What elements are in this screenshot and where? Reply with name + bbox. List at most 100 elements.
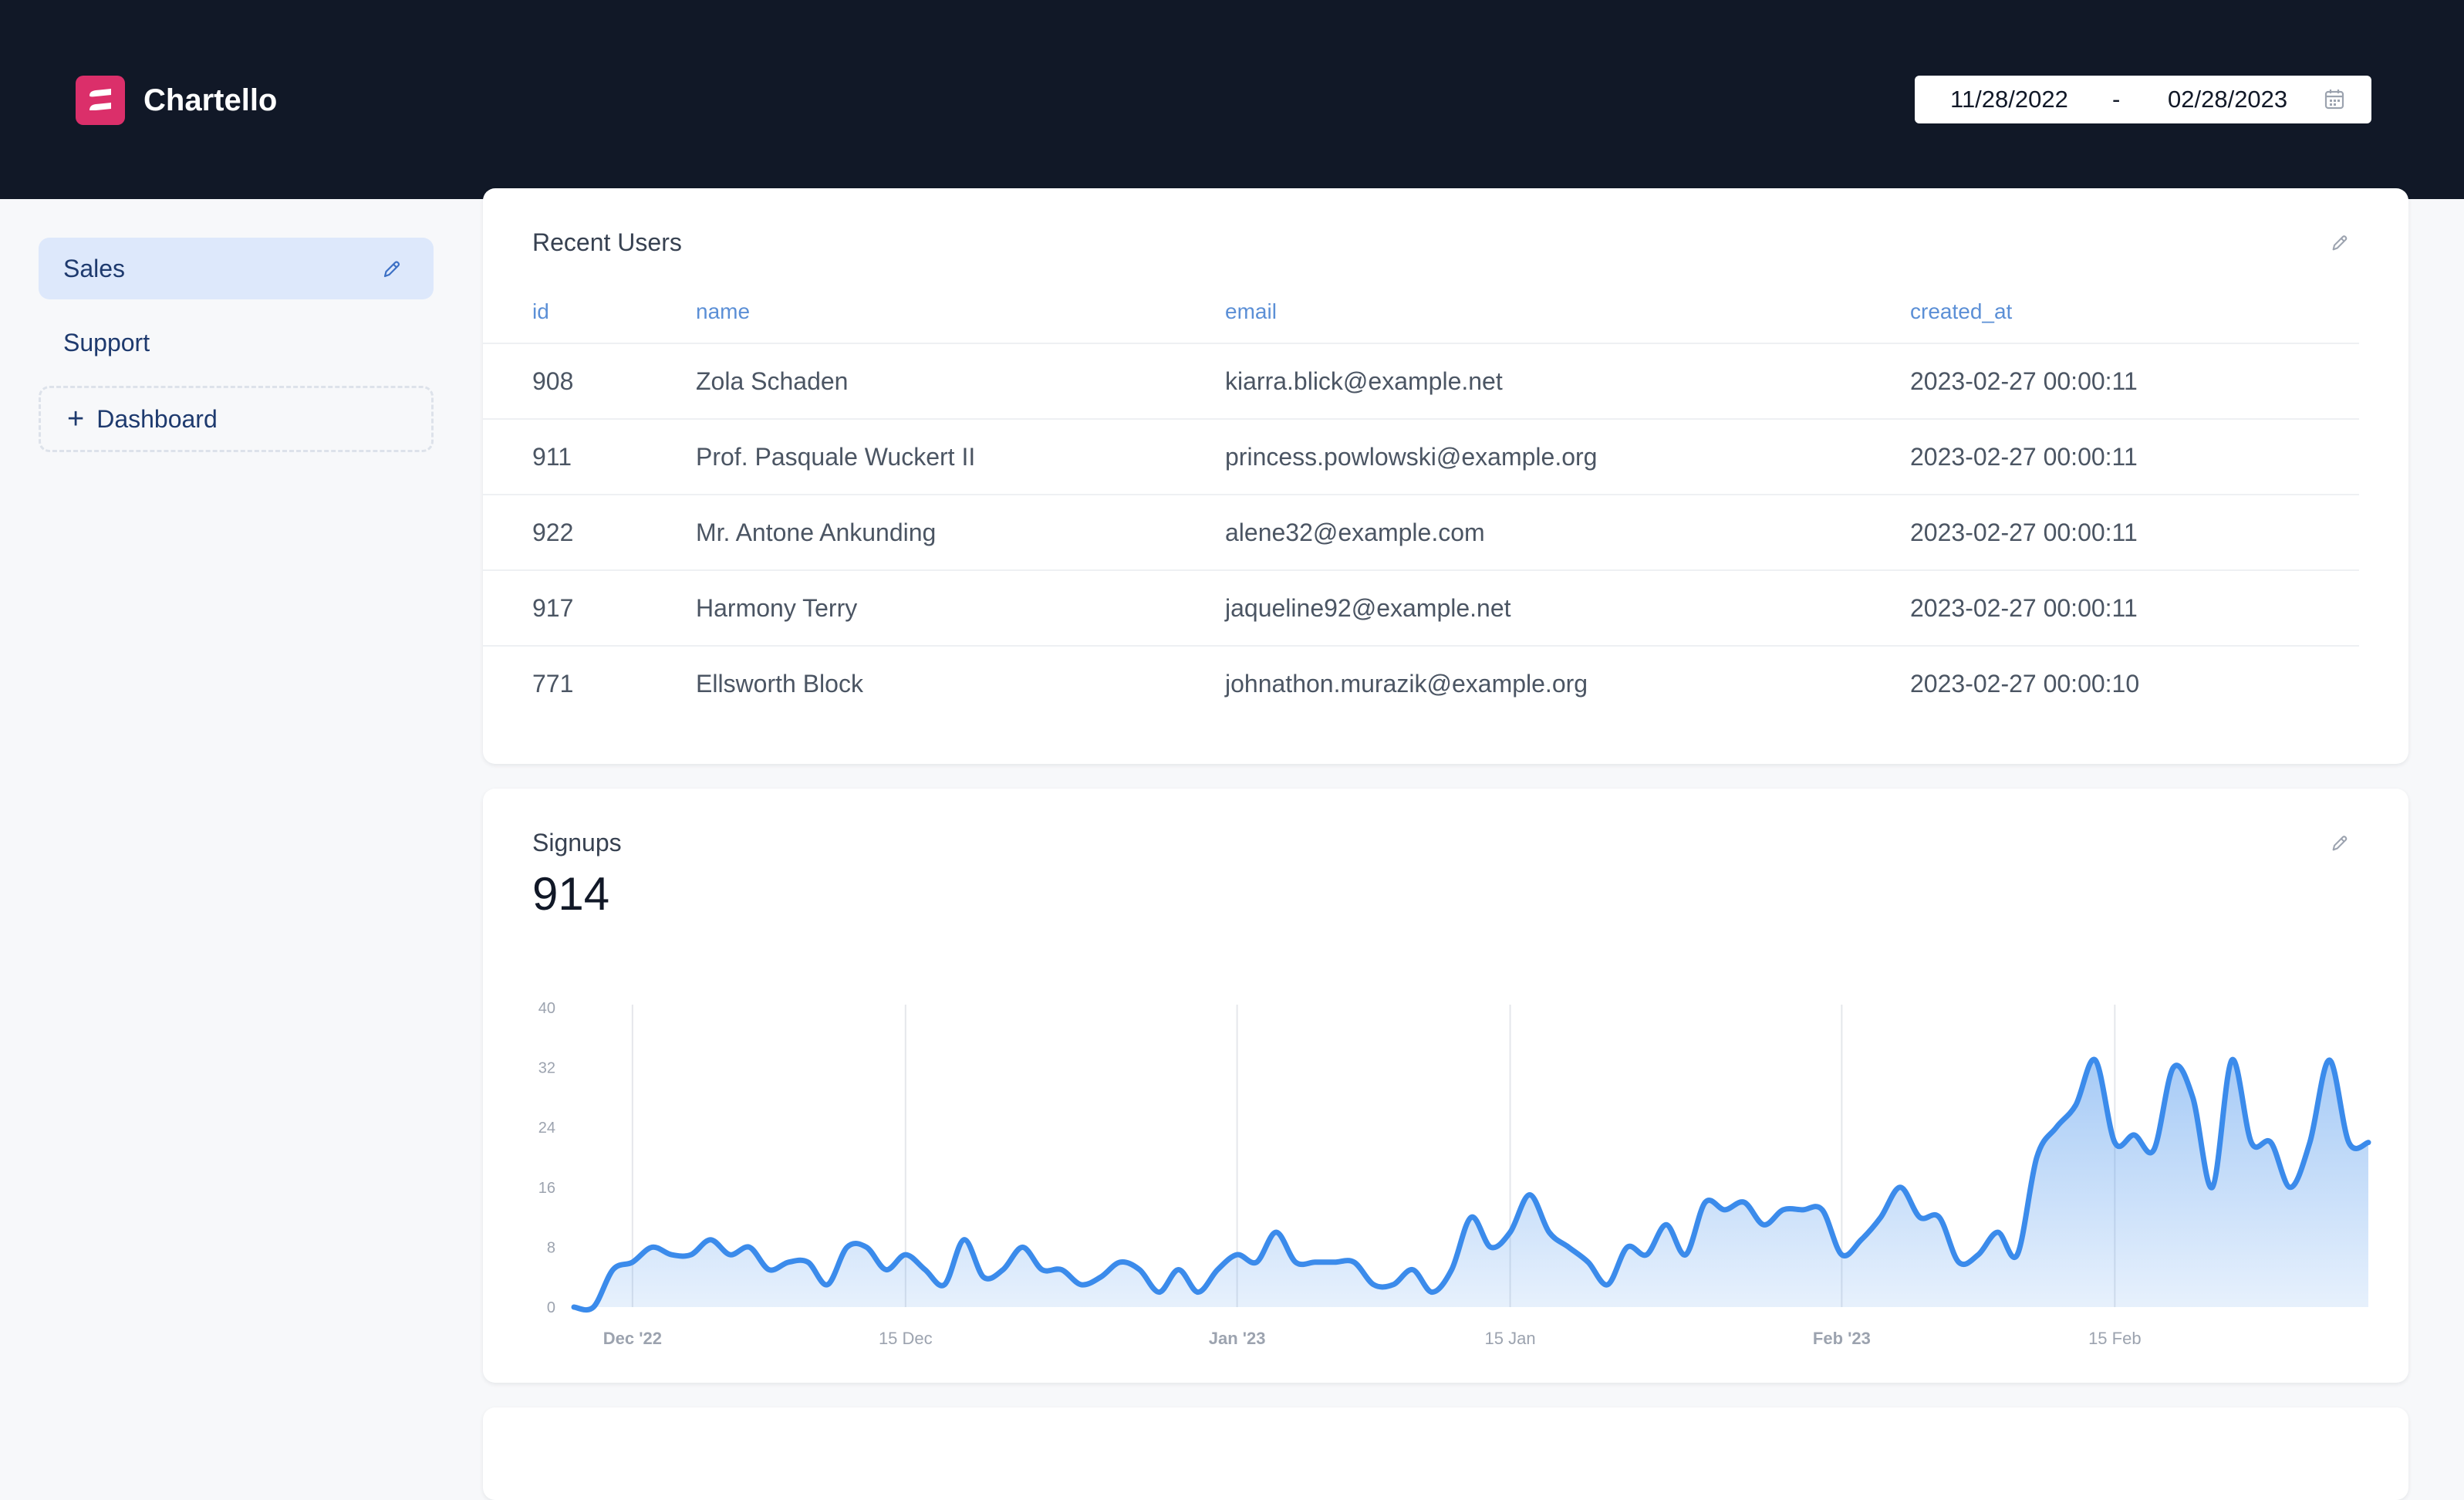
signups-data-point[interactable] [1854, 1232, 1869, 1248]
signups-data-point[interactable] [1035, 1262, 1050, 1278]
signups-data-point[interactable] [917, 1262, 933, 1278]
signups-data-point[interactable] [898, 1247, 913, 1262]
table-row[interactable]: 771 Ellsworth Block johnathon.murazik@ex… [483, 646, 2359, 721]
signups-data-point[interactable] [566, 1299, 582, 1315]
signups-data-point[interactable] [2185, 1090, 2200, 1105]
signups-data-point[interactable] [1912, 1210, 1928, 1225]
signups-data-point[interactable] [1054, 1262, 1069, 1278]
signups-data-point[interactable] [1015, 1239, 1031, 1255]
signups-data-point[interactable] [1776, 1202, 1791, 1218]
signups-data-point[interactable] [957, 1232, 972, 1248]
table-row[interactable]: 908 Zola Schaden kiarra.blick@example.ne… [483, 343, 2359, 420]
signups-data-point[interactable] [644, 1239, 660, 1255]
signups-data-point[interactable] [2088, 1052, 2103, 1068]
table-row[interactable]: 917 Harmony Terry jaqueline92@example.ne… [483, 570, 2359, 647]
signups-data-point[interactable] [1678, 1247, 1693, 1262]
signups-data-point[interactable] [1756, 1217, 1771, 1232]
column-header-id[interactable]: id [483, 281, 696, 344]
table-row[interactable]: 911 Prof. Pasquale Wuckert II princess.p… [483, 419, 2359, 495]
signups-data-point[interactable] [2029, 1150, 2044, 1165]
signups-data-point[interactable] [1892, 1180, 1908, 1195]
signups-data-point[interactable] [2048, 1120, 2064, 1135]
signups-data-point[interactable] [2361, 1135, 2376, 1150]
signups-data-point[interactable] [1093, 1269, 1109, 1285]
date-range-picker[interactable]: 11/28/2022 - 02/28/2023 [1915, 76, 2371, 123]
signups-data-point[interactable] [1619, 1239, 1635, 1255]
signups-data-point[interactable] [1697, 1194, 1713, 1210]
signups-data-point[interactable] [1737, 1194, 1752, 1210]
signups-data-point[interactable] [1405, 1262, 1420, 1278]
pencil-icon[interactable] [2330, 233, 2350, 257]
signups-data-point[interactable] [1541, 1225, 1557, 1240]
signups-data-point[interactable] [1268, 1225, 1284, 1240]
column-header-email[interactable]: email [1225, 281, 1910, 344]
calendar-icon[interactable] [2324, 88, 2345, 117]
signups-data-point[interactable] [625, 1255, 640, 1270]
add-dashboard-button[interactable]: + Dashboard [39, 386, 434, 452]
pencil-icon[interactable] [2330, 833, 2350, 857]
signups-data-point[interactable] [2010, 1247, 2025, 1262]
signups-data-point[interactable] [2302, 1135, 2317, 1150]
brand[interactable]: Chartello [76, 76, 277, 125]
signups-data-point[interactable] [1522, 1188, 1537, 1203]
signups-data-point[interactable] [1503, 1225, 1518, 1240]
signups-data-point[interactable] [1366, 1277, 1382, 1292]
signups-data-point[interactable] [1171, 1262, 1186, 1278]
signups-data-point[interactable] [1424, 1285, 1440, 1300]
signups-data-point[interactable] [1346, 1255, 1362, 1270]
signups-data-point[interactable] [2146, 1142, 2162, 1157]
signups-data-point[interactable] [879, 1262, 894, 1278]
signups-data-point[interactable] [1327, 1255, 1342, 1270]
signups-data-point[interactable] [1249, 1255, 1264, 1270]
sidebar-item-sales[interactable]: Sales [39, 238, 434, 299]
signups-data-point[interactable] [800, 1255, 815, 1270]
signups-data-point[interactable] [1190, 1285, 1206, 1300]
signups-data-point[interactable] [2107, 1135, 2122, 1150]
signups-data-point[interactable] [1600, 1277, 1615, 1292]
signups-data-point[interactable] [859, 1239, 874, 1255]
signups-data-point[interactable] [1444, 1262, 1460, 1278]
signups-data-point[interactable] [722, 1247, 738, 1262]
date-from[interactable]: 11/28/2022 [1950, 86, 2068, 113]
signups-data-point[interactable] [2127, 1127, 2142, 1143]
signups-data-point[interactable] [1463, 1210, 1479, 1225]
signups-data-point[interactable] [2341, 1135, 2357, 1150]
signups-data-point[interactable] [1990, 1225, 2006, 1240]
table-row[interactable]: 922 Mr. Antone Ankunding alene32@example… [483, 495, 2359, 571]
signups-data-point[interactable] [1561, 1239, 1576, 1255]
signups-data-point[interactable] [1386, 1277, 1401, 1292]
signups-data-point[interactable] [2283, 1180, 2298, 1195]
column-header-name[interactable]: name [696, 281, 1225, 344]
signups-data-point[interactable] [976, 1269, 991, 1285]
signups-data-point[interactable] [1288, 1255, 1303, 1270]
signups-data-point[interactable] [820, 1277, 835, 1292]
signups-data-point[interactable] [1132, 1262, 1147, 1278]
signups-data-point[interactable] [1112, 1255, 1128, 1270]
signups-data-point[interactable] [2068, 1097, 2084, 1113]
signups-data-point[interactable] [937, 1277, 952, 1292]
signups-data-point[interactable] [1210, 1262, 1225, 1278]
signups-data-point[interactable] [742, 1239, 758, 1255]
signups-data-point[interactable] [1151, 1285, 1166, 1300]
date-to[interactable]: 02/28/2023 [2168, 86, 2288, 113]
signups-data-point[interactable] [1834, 1247, 1849, 1262]
signups-data-point[interactable] [2224, 1052, 2240, 1068]
signups-data-point[interactable] [1951, 1255, 1966, 1270]
signups-data-point[interactable] [684, 1247, 699, 1262]
signups-data-point[interactable] [1970, 1247, 1986, 1262]
signups-data-point[interactable] [1717, 1202, 1733, 1218]
signups-data-point[interactable] [2205, 1180, 2220, 1195]
signups-data-point[interactable] [606, 1262, 621, 1278]
sidebar-item-support[interactable]: Support [39, 312, 434, 373]
signups-data-point[interactable] [761, 1262, 777, 1278]
signups-data-point[interactable] [2243, 1135, 2259, 1150]
signups-data-point[interactable] [586, 1299, 601, 1315]
signups-data-point[interactable] [1873, 1210, 1889, 1225]
signups-data-point[interactable] [1639, 1247, 1655, 1262]
signups-data-point[interactable] [781, 1255, 796, 1270]
signups-data-point[interactable] [2321, 1052, 2337, 1068]
signups-data-point[interactable] [2263, 1135, 2279, 1150]
signups-data-point[interactable] [1483, 1239, 1498, 1255]
signups-data-point[interactable] [663, 1247, 679, 1262]
signups-data-point[interactable] [1932, 1210, 1947, 1225]
